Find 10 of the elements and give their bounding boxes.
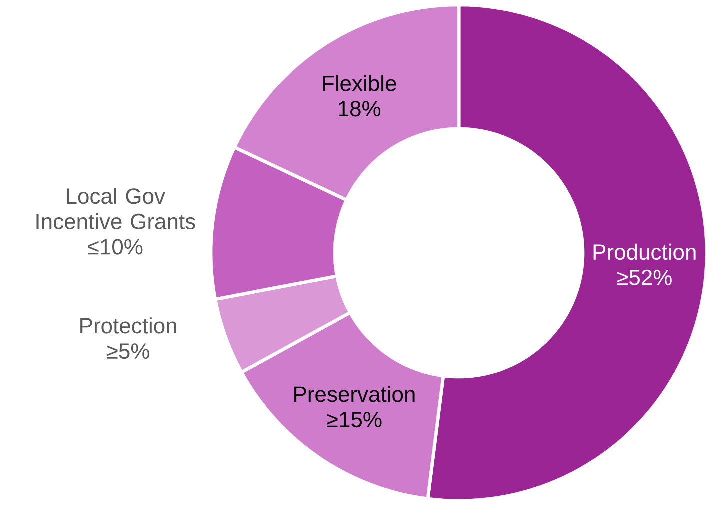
data-label: ≥15% (327, 412, 382, 428)
slice-label: Preservation (294, 386, 415, 402)
slice-label: Flexible (323, 75, 396, 92)
slice-label: Local Gov Incentive Grants (36, 188, 196, 230)
data-label: ≥5% (107, 344, 150, 360)
slice-label: Production (594, 244, 696, 260)
data-label: 18% (339, 101, 381, 117)
data-label: ≥52% (617, 270, 672, 286)
data-label: ≤10% (88, 239, 143, 255)
slice-label: Protection (80, 318, 176, 334)
